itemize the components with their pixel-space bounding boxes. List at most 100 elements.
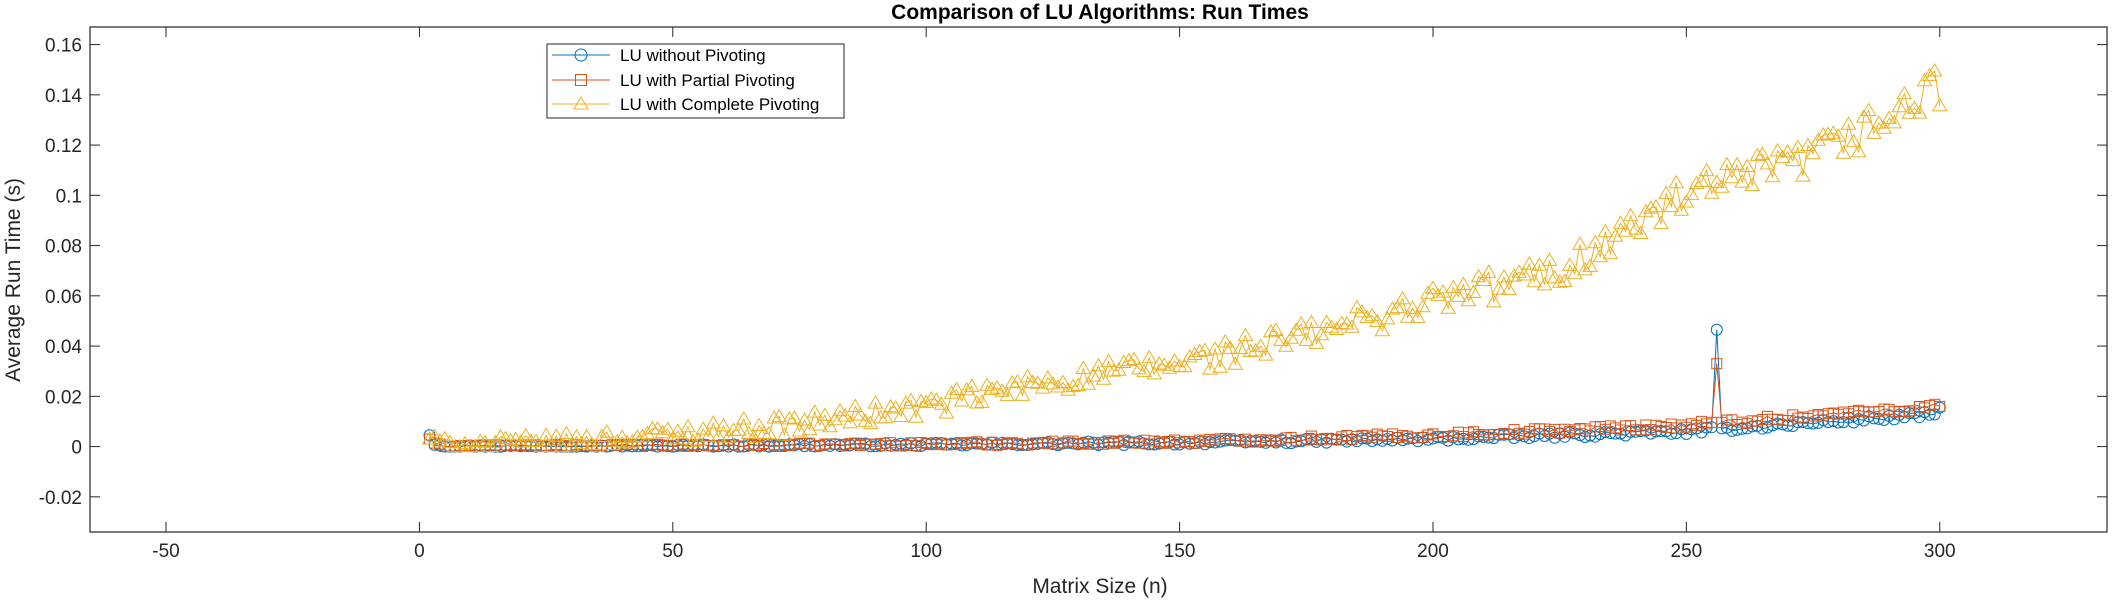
- data-point: [1115, 354, 1132, 369]
- data-point: [1886, 114, 1903, 129]
- data-point: [1110, 362, 1127, 376]
- data-point: [1212, 359, 1228, 373]
- legend-box: [546, 43, 845, 119]
- data-point: [761, 425, 777, 440]
- data-point: [1430, 287, 1446, 302]
- y-tick-label: 0.08: [45, 237, 82, 258]
- data-point: [502, 432, 519, 447]
- data-point: [857, 413, 874, 427]
- data-point: [1643, 200, 1659, 214]
- data-point: [1232, 340, 1249, 355]
- data-point: [1075, 360, 1092, 374]
- data-point: [1399, 309, 1416, 323]
- data-point: [1926, 62, 1943, 77]
- x-axis-ticks: -50 0 50 100 150 200 250 300: [152, 27, 1956, 562]
- data-point: [614, 429, 630, 443]
- data-point: [431, 433, 448, 447]
- data-point: [1582, 258, 1598, 272]
- data-point: [1024, 374, 1041, 388]
- data-point: [1521, 256, 1538, 270]
- data-point: [1146, 365, 1163, 380]
- data-point: [730, 422, 747, 436]
- data-point: [1673, 202, 1690, 216]
- data-point: [969, 394, 985, 409]
- data-point: [948, 381, 965, 396]
- data-point: [1612, 215, 1629, 229]
- data-point: [1080, 376, 1097, 390]
- data-point: [492, 428, 509, 443]
- data-point: [1004, 374, 1021, 389]
- data-point: [517, 427, 534, 442]
- data-point: [1420, 285, 1436, 299]
- data-point: [781, 411, 798, 425]
- y-tick-label: 0.06: [45, 287, 82, 308]
- data-point: [1298, 332, 1315, 346]
- x-axis-label: Matrix Size (n): [1032, 575, 1167, 598]
- data-point: [675, 430, 691, 445]
- data-point: [1622, 207, 1639, 222]
- legend-triangle-marker-icon: [573, 96, 589, 110]
- x-tick-label: 300: [1924, 541, 1956, 562]
- data-point: [1921, 67, 1938, 82]
- data-point: [1414, 298, 1431, 313]
- data-point: [472, 433, 489, 447]
- data-point: [1359, 309, 1375, 324]
- data-point: [1754, 146, 1771, 160]
- legend-circle-marker-icon: [574, 48, 588, 62]
- data-point: [1186, 346, 1203, 361]
- data-point: [796, 412, 813, 426]
- data-point: [882, 398, 899, 413]
- data-point: [751, 417, 767, 432]
- data-point: [1440, 300, 1457, 314]
- data-point: [1197, 342, 1213, 356]
- data-point: [1724, 169, 1740, 184]
- legend-label-partial-pivoting: LU with Partial Pivoting: [620, 71, 795, 90]
- y-tick-label: 0.04: [45, 337, 82, 358]
- chart-title: Comparison of LU Algorithms: Run Times: [891, 1, 1309, 24]
- data-point: [1475, 272, 1492, 287]
- y-tick-label: -0.02: [39, 488, 82, 509]
- data-point: [816, 407, 833, 421]
- data-point: [1683, 186, 1700, 200]
- data-point: [766, 410, 783, 424]
- data-point: [1815, 127, 1832, 141]
- data-point: [1795, 168, 1811, 182]
- data-point: [538, 427, 554, 441]
- x-tick-label: 50: [662, 541, 683, 562]
- data-point: [1784, 152, 1801, 167]
- data-point: [953, 393, 970, 407]
- data-point: [1860, 102, 1877, 116]
- data-point: [685, 433, 701, 447]
- data-point: [1845, 133, 1862, 148]
- data-point: [634, 428, 651, 442]
- data-point: [1627, 221, 1644, 235]
- data-point: [609, 433, 625, 448]
- y-tick-label: 0.16: [45, 36, 82, 57]
- data-point: [1729, 156, 1745, 171]
- data-point: [1105, 363, 1122, 377]
- data-point: [1490, 281, 1507, 295]
- data-point: [629, 429, 646, 443]
- data-point: [452, 438, 468, 453]
- data-point: [1711, 358, 1723, 370]
- data-point: [1237, 327, 1254, 342]
- data-point: [558, 425, 575, 440]
- data-point: [1485, 293, 1502, 308]
- data-point: [659, 421, 676, 435]
- data-point: [1850, 143, 1867, 158]
- x-tick-label: 0: [414, 541, 425, 562]
- data-point: [963, 378, 980, 392]
- data-point: [1369, 313, 1386, 327]
- data-point: [1354, 303, 1370, 318]
- data-point: [1901, 105, 1918, 119]
- data-point: [1572, 236, 1588, 250]
- x-tick-label: 100: [910, 541, 942, 562]
- data-point: [1820, 126, 1837, 140]
- x-tick-label: -50: [152, 541, 179, 562]
- data-point: [1789, 139, 1806, 153]
- data-point: [553, 438, 570, 453]
- data-point: [842, 414, 859, 429]
- data-point: [563, 437, 580, 452]
- data-point: [867, 395, 884, 409]
- data-point: [1597, 223, 1614, 238]
